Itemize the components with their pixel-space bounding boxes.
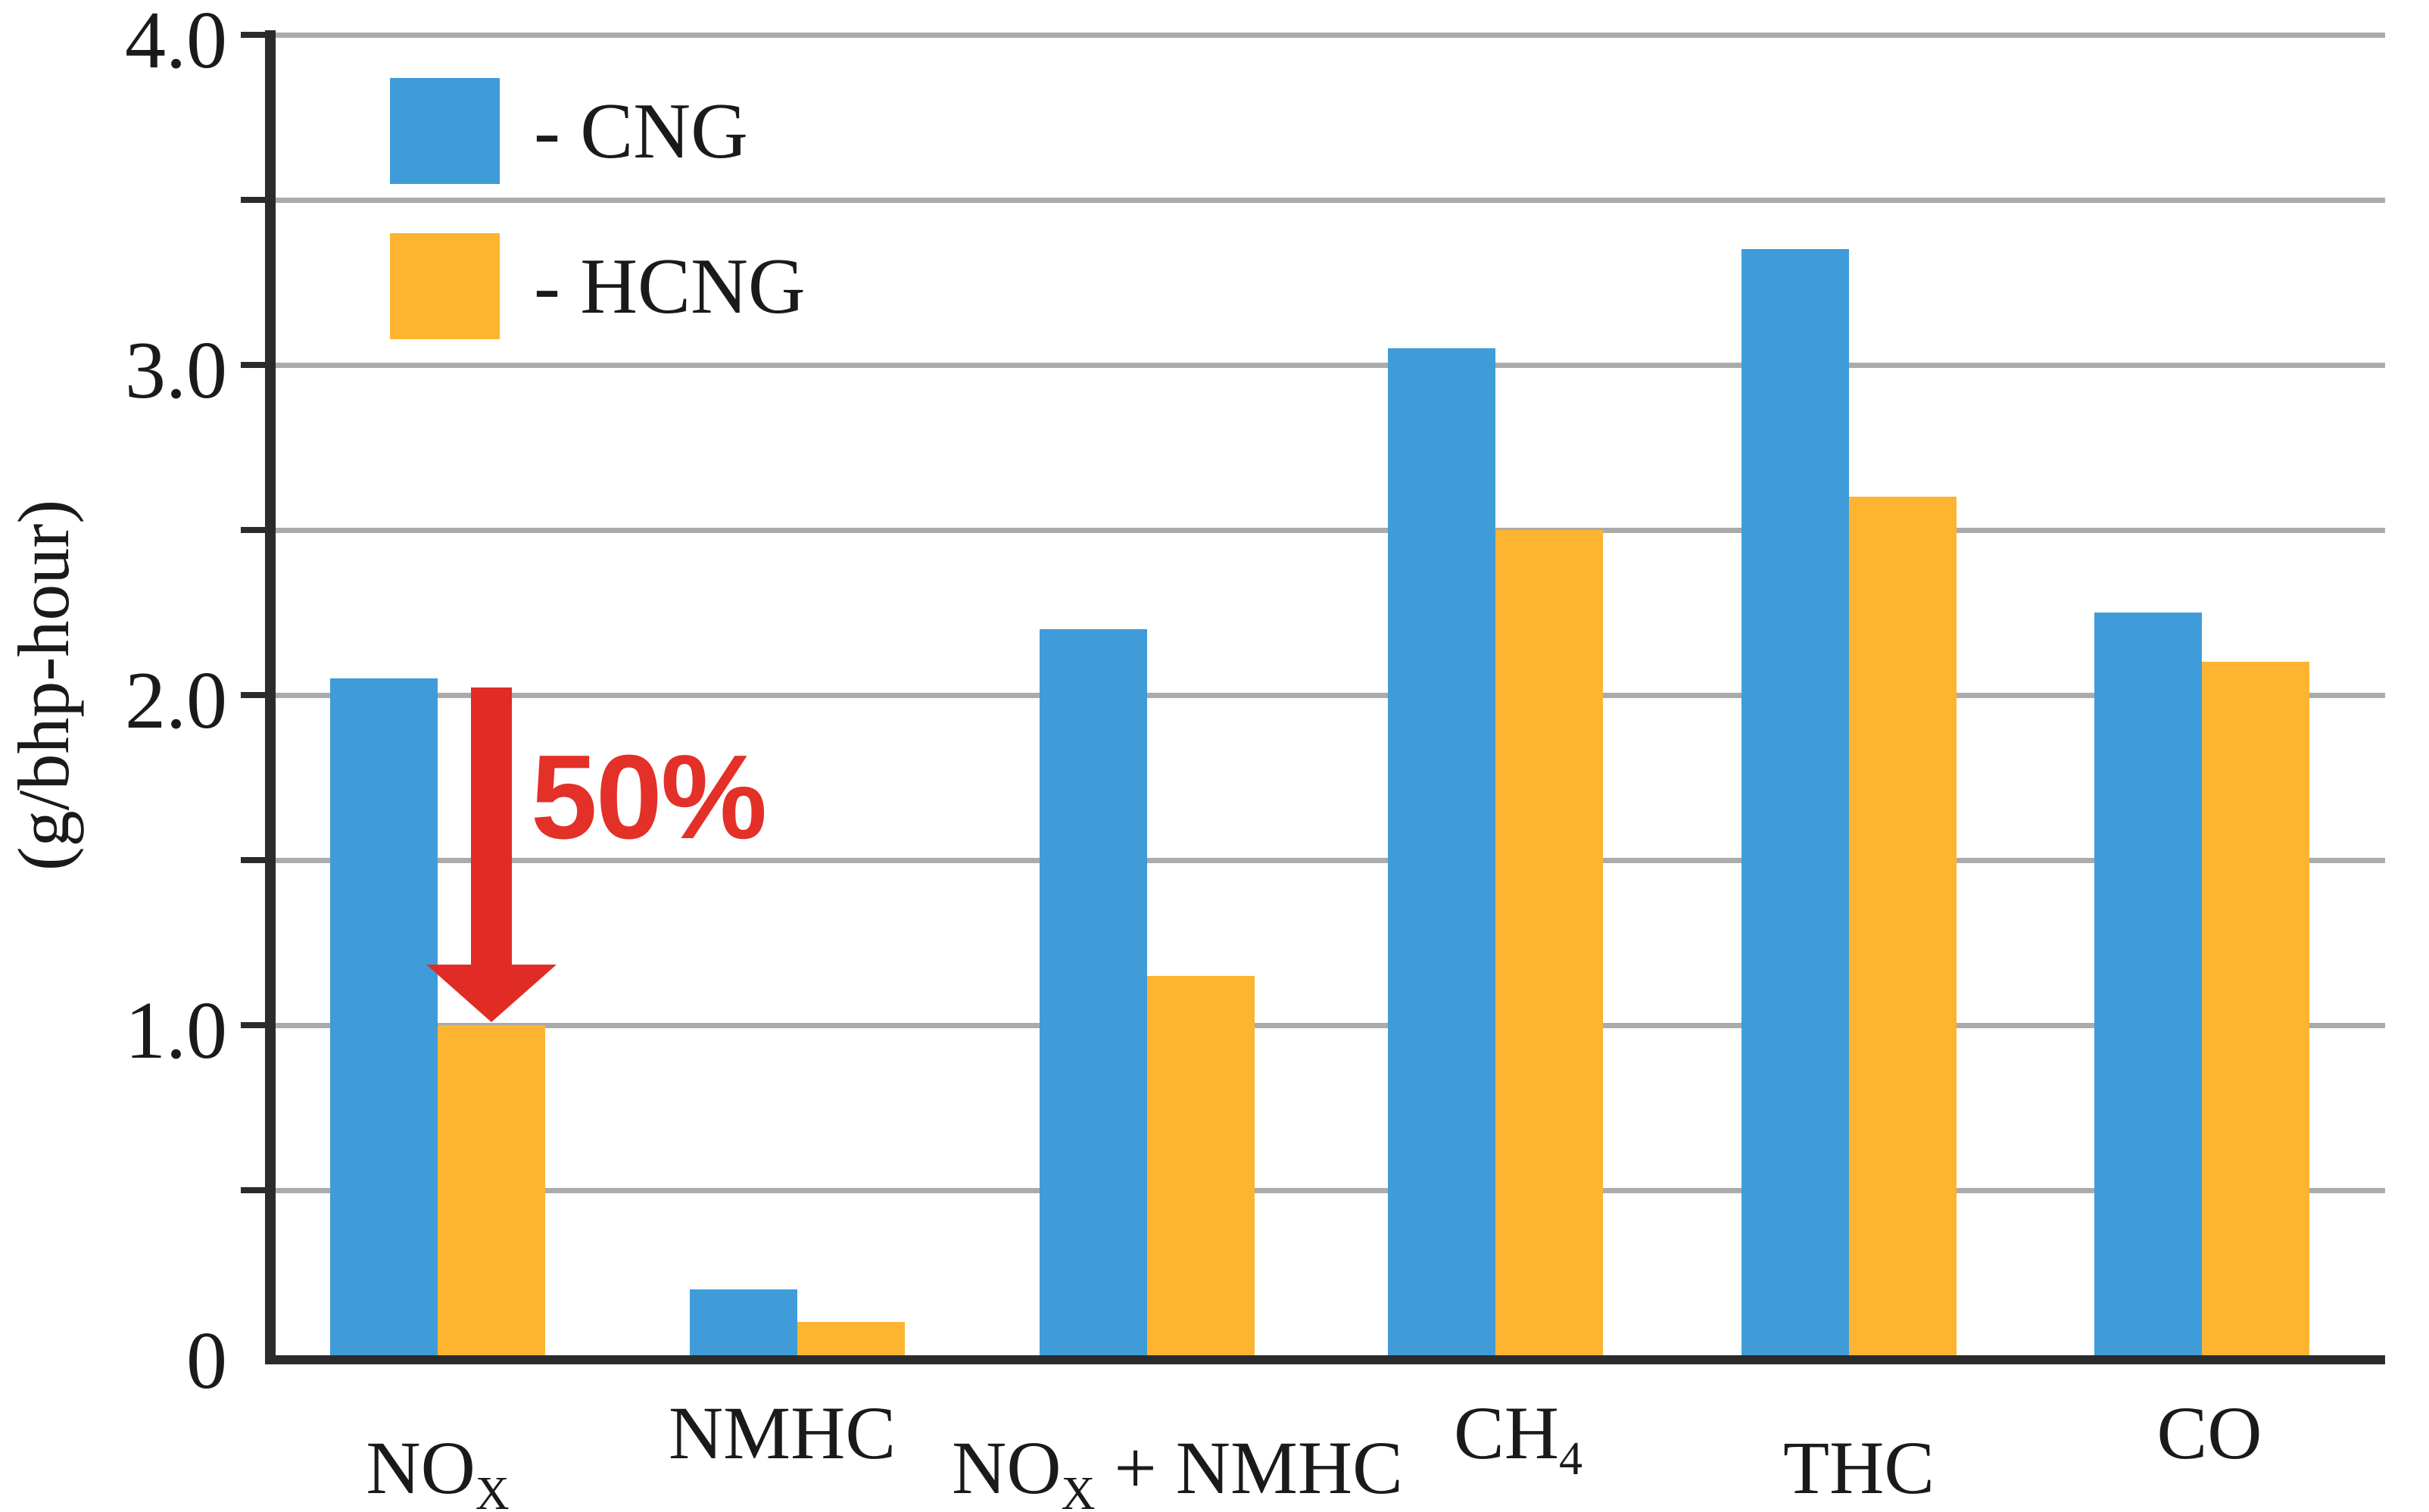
x-label-0: NOX [366, 1426, 510, 1512]
x-label-5: CO [2156, 1391, 2262, 1475]
x-label-1: NMHC [668, 1391, 896, 1475]
bar-cng-3 [1388, 348, 1495, 1355]
gridline-3.0 [265, 363, 2385, 368]
bar-hcng-3 [1495, 530, 1603, 1355]
bar-hcng-5 [2202, 662, 2309, 1355]
y-tick-2.5 [241, 527, 265, 533]
x-label-4: THC [1783, 1426, 1935, 1510]
legend-swatch-hcng [390, 233, 500, 339]
gridline-1.5 [265, 858, 2385, 863]
y-tick-1.5 [241, 857, 265, 863]
annotation-label: 50% [531, 731, 767, 864]
gridline-2.0 [265, 693, 2385, 698]
gridline-4.0 [265, 33, 2385, 38]
bar-cng-1 [690, 1289, 797, 1355]
bar-cng-5 [2094, 613, 2202, 1355]
legend-swatch-cng [390, 78, 500, 184]
y-tick-0.5 [241, 1187, 265, 1193]
y-tick-4.0 [241, 32, 265, 38]
y-axis-line [265, 30, 276, 1364]
gridline-3.5 [265, 198, 2385, 203]
y-tick-label-2.0: 2.0 [125, 656, 227, 746]
y-tick-label-3.0: 3.0 [125, 326, 227, 416]
bar-hcng-4 [1849, 497, 1957, 1355]
bar-cng-0 [330, 678, 438, 1355]
bar-cng-4 [1741, 249, 1849, 1355]
y-tick-3.5 [241, 197, 265, 203]
bar-hcng-1 [797, 1322, 905, 1355]
x-axis-line [265, 1355, 2385, 1364]
y-tick-label-4.0: 4.0 [125, 0, 227, 86]
legend-label-hcng: - HCNG [534, 242, 806, 330]
y-tick-2.0 [241, 692, 265, 698]
down-arrow-shaft [471, 687, 512, 965]
bar-hcng-0 [438, 1025, 545, 1355]
y-tick-3.0 [241, 362, 265, 368]
legend-label-cng: - CNG [534, 86, 748, 175]
gridline-2.5 [265, 528, 2385, 533]
down-arrow-head [426, 965, 557, 1022]
y-tick-label-1.0: 1.0 [125, 986, 227, 1076]
y-tick-1.0 [241, 1022, 265, 1028]
y-tick-label-0: 0 [186, 1316, 227, 1406]
bar-cng-2 [1040, 628, 1147, 1355]
gridline-1.0 [265, 1023, 2385, 1028]
x-label-3: CH4 [1454, 1391, 1582, 1485]
gridline-0.5 [265, 1188, 2385, 1193]
bar-hcng-2 [1147, 975, 1255, 1355]
x-label-2: NOX + NMHC [952, 1426, 1403, 1512]
